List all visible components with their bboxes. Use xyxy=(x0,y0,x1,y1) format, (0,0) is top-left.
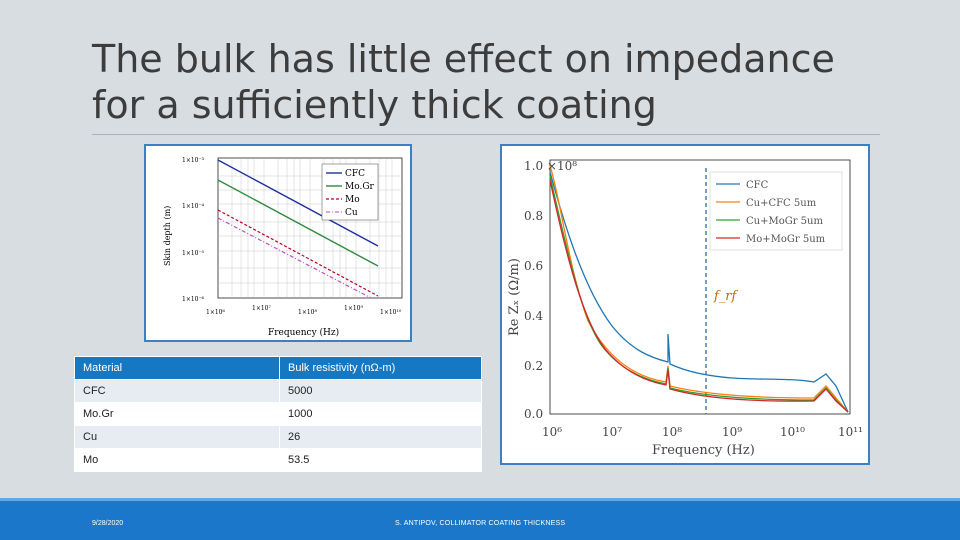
legend-cfc: CFC xyxy=(345,169,365,179)
series-mo-mogr-curve xyxy=(549,179,849,413)
series-cfc-line xyxy=(217,159,379,247)
legend-cfc: CFC xyxy=(746,180,769,191)
header-material: Material xyxy=(74,356,280,380)
series-cfc-curve xyxy=(549,171,849,413)
x-tick: 10¹⁰ xyxy=(780,425,805,439)
table-row: Cu 26 xyxy=(74,425,482,449)
y-tick: 1×10⁻⁶ xyxy=(182,296,205,303)
x-tick: 1×10⁸ xyxy=(298,309,317,316)
y-scale-label: 1.0 ×10⁸ xyxy=(524,159,577,173)
series-cu-line xyxy=(217,217,372,299)
impedance-plot: CFC Cu+CFC 5um Cu+MoGr 5um Mo+MoGr 5um f… xyxy=(507,159,863,458)
table-row: Mo.Gr 1000 xyxy=(74,402,482,426)
legend-cu-cfc: Cu+CFC 5um xyxy=(746,198,817,209)
series-cu-mogr-curve xyxy=(549,175,849,413)
cell-material: Mo xyxy=(74,448,280,472)
series-mo-line xyxy=(217,209,379,297)
y-tick: 1×10⁻³ xyxy=(182,157,205,164)
cell-resistivity: 1000 xyxy=(279,402,482,426)
resistivity-table: Material Bulk resistivity (nΩ-m) CFC 500… xyxy=(74,356,482,472)
slide-title: The bulk has little effect on impedance … xyxy=(92,36,892,128)
legend-mo: Mo xyxy=(345,195,360,205)
table-row: Mo 53.5 xyxy=(74,448,482,472)
y-axis-label: Re Zₓ (Ω/m) xyxy=(507,258,522,336)
title-line-1: The bulk has little effect on impedance xyxy=(92,37,835,81)
skin-depth-plot: CFC Mo.Gr Mo Cu 1×10⁻³ 1×10⁻⁴ 1×10⁻⁵ 1×1… xyxy=(163,157,403,338)
frf-annotation: f_rf xyxy=(713,289,739,304)
legend-mogr: Mo.Gr xyxy=(345,182,375,192)
footer-bar xyxy=(0,498,960,540)
cell-resistivity: 53.5 xyxy=(279,448,482,472)
table-header-row: Material Bulk resistivity (nΩ-m) xyxy=(74,356,482,380)
x-tick: 10¹¹ xyxy=(838,425,863,439)
y-tick: 0.0 xyxy=(524,407,543,421)
title-divider xyxy=(92,134,880,135)
footer-accent xyxy=(0,498,960,501)
title-line-2: for a sufficiently thick coating xyxy=(92,83,657,127)
footer-credit: S. ANTIPOV, COLLIMATOR COATING THICKNESS xyxy=(395,520,566,527)
y-tick: 0.6 xyxy=(524,259,543,273)
legend-mo-mogr: Mo+MoGr 5um xyxy=(746,234,826,245)
x-tick: 10⁶ xyxy=(542,425,562,439)
series-cu-cfc-curve xyxy=(549,165,849,413)
x-tick: 1×10⁹ xyxy=(344,305,363,312)
x-tick: 1×10⁷ xyxy=(252,305,271,312)
legend-cu: Cu xyxy=(345,208,358,218)
cell-material: Mo.Gr xyxy=(74,402,280,426)
table-row: CFC 5000 xyxy=(74,379,482,403)
impedance-legend: CFC Cu+CFC 5um Cu+MoGr 5um Mo+MoGr 5um xyxy=(709,171,843,251)
cell-material: Cu xyxy=(74,425,280,449)
x-axis-label: Frequency (Hz) xyxy=(268,327,339,338)
x-tick: 10⁸ xyxy=(662,425,682,439)
footer-date: 9/28/2020 xyxy=(92,520,124,527)
x-tick: 1×10⁶ xyxy=(206,309,225,316)
y-tick: 0.4 xyxy=(524,309,543,323)
x-axis-label: Frequency (Hz) xyxy=(652,443,755,458)
x-tick: 10⁷ xyxy=(602,425,622,439)
legend-cu-mogr: Cu+MoGr 5um xyxy=(746,216,823,227)
skin-depth-chart: CFC Mo.Gr Mo Cu 1×10⁻³ 1×10⁻⁴ 1×10⁻⁵ 1×1… xyxy=(144,144,412,342)
impedance-chart: CFC Cu+CFC 5um Cu+MoGr 5um Mo+MoGr 5um f… xyxy=(500,144,870,465)
y-tick: 1×10⁻⁵ xyxy=(182,250,205,257)
skin-depth-legend: CFC Mo.Gr Mo Cu xyxy=(321,163,379,221)
series-mogr-line xyxy=(217,179,379,267)
x-tick: 1×10¹⁰ xyxy=(380,309,402,316)
cell-resistivity: 26 xyxy=(279,425,482,449)
y-tick: 0.8 xyxy=(524,209,543,223)
header-resistivity: Bulk resistivity (nΩ-m) xyxy=(279,356,482,380)
cell-resistivity: 5000 xyxy=(279,379,482,403)
y-tick: 1×10⁻⁴ xyxy=(182,203,205,210)
x-tick: 10⁹ xyxy=(722,425,742,439)
cell-material: CFC xyxy=(74,379,280,403)
y-axis-label: Skin depth (m) xyxy=(163,206,172,266)
grid-lines xyxy=(218,158,402,298)
y-tick: 0.2 xyxy=(524,359,543,373)
